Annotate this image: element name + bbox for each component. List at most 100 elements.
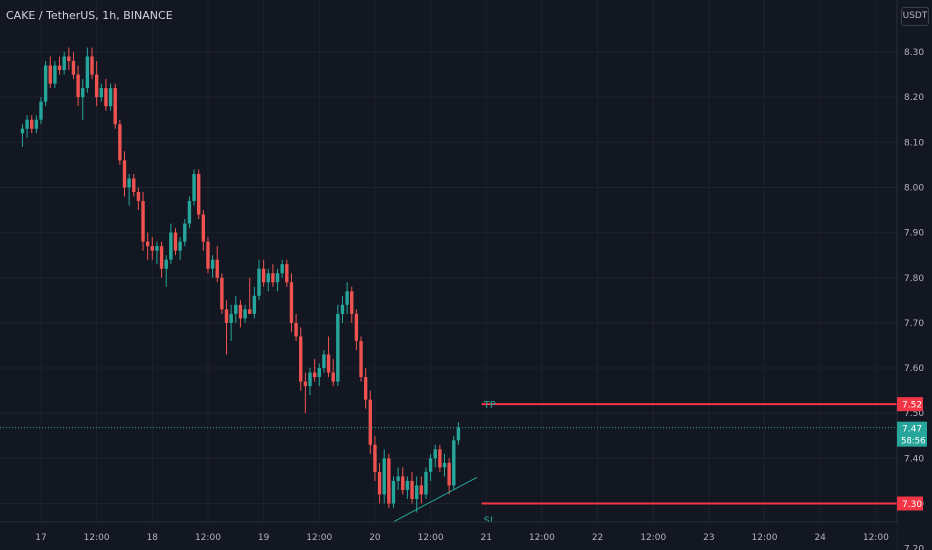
tp-price-badge[interactable]: 7.52 [897,397,923,412]
candle[interactable] [234,295,238,323]
candle[interactable] [442,453,447,477]
candle-body[interactable] [452,440,456,486]
candle[interactable] [53,61,57,89]
candle-body[interactable] [248,309,252,314]
candle-body[interactable] [271,273,275,283]
candle-body[interactable] [456,427,461,441]
candle[interactable] [141,191,145,251]
candle[interactable] [39,97,43,125]
candle[interactable] [62,52,66,75]
candle[interactable] [122,151,127,197]
candle-body[interactable] [159,246,164,269]
candle[interactable] [90,47,94,80]
candle[interactable] [424,467,428,499]
candle[interactable] [248,277,252,314]
candle[interactable] [192,169,196,206]
candle-body[interactable] [433,449,437,459]
candle-body[interactable] [438,449,442,468]
candle-body[interactable] [224,309,229,323]
candle-body[interactable] [118,124,122,161]
candle-body[interactable] [85,56,90,89]
candle-body[interactable] [196,173,201,215]
candle[interactable] [159,241,164,278]
candle-body[interactable] [220,277,224,310]
candle-body[interactable] [387,458,391,504]
candle-body[interactable] [414,485,419,499]
candle-body[interactable] [359,340,363,378]
candle-body[interactable] [43,65,48,102]
candle-body[interactable] [275,273,280,283]
candle[interactable] [419,476,424,504]
candle-body[interactable] [30,119,34,129]
candle[interactable] [215,246,219,283]
candle-body[interactable] [155,246,159,251]
candle-body[interactable] [243,309,247,319]
candle-body[interactable] [71,61,76,75]
candle-body[interactable] [252,295,257,314]
candle-body[interactable] [229,313,233,323]
candle[interactable] [183,219,187,247]
candle[interactable] [285,259,289,287]
candle[interactable] [275,268,280,292]
candle-body[interactable] [396,476,400,481]
candle[interactable] [127,173,131,206]
trendline[interactable] [388,476,478,525]
candle-body[interactable] [127,178,131,188]
candle[interactable] [280,259,284,278]
candle-body[interactable] [405,480,410,490]
candle[interactable] [238,300,243,328]
candle[interactable] [387,453,391,509]
candle[interactable] [201,210,206,251]
candle-body[interactable] [294,322,298,337]
candle-body[interactable] [201,214,206,242]
candle-body[interactable] [113,88,117,125]
candle-body[interactable] [308,372,312,387]
current-price-badge[interactable]: 7.47 58:56 [897,421,927,447]
candle-body[interactable] [317,368,321,378]
candle-body[interactable] [25,119,29,129]
candle[interactable] [428,453,433,481]
candle-body[interactable] [192,173,196,201]
candle-body[interactable] [350,291,354,314]
candle-body[interactable] [428,458,433,472]
candle[interactable] [414,476,419,513]
candle[interactable] [396,467,400,490]
candle[interactable] [289,273,294,332]
candle-body[interactable] [382,458,386,495]
candle-body[interactable] [280,264,284,274]
candle[interactable] [81,79,85,120]
candle[interactable] [266,268,270,292]
candle[interactable] [312,359,317,382]
candle[interactable] [401,467,405,495]
candle-body[interactable] [261,268,266,283]
candle-body[interactable] [442,462,447,468]
candle-body[interactable] [76,74,80,98]
candle[interactable] [30,115,34,134]
candle-body[interactable] [419,485,424,495]
candle[interactable] [345,282,349,314]
candle[interactable] [271,264,275,287]
candle[interactable] [336,304,340,387]
candle-body[interactable] [53,65,57,84]
candle-body[interactable] [34,119,39,129]
time-axis[interactable]: 17 12:00 18 12:00 19 12:00 20 12:00 21 12:00 22 12:… [0,521,897,550]
candle-body[interactable] [206,241,210,269]
candle[interactable] [145,232,150,260]
candle-body[interactable] [368,399,372,445]
candle-body[interactable] [401,476,405,490]
candle[interactable] [350,286,354,323]
candle[interactable] [187,196,192,229]
candle[interactable] [196,169,201,220]
candle[interactable] [447,458,451,495]
candle[interactable] [456,422,461,445]
candle[interactable] [433,444,437,468]
candle-body[interactable] [108,88,113,107]
candle-body[interactable] [354,313,359,341]
chart-overlays[interactable]: TP SL [0,400,897,527]
candle-body[interactable] [210,259,215,269]
candle-body[interactable] [187,200,192,224]
candle[interactable] [224,300,229,355]
candle[interactable] [308,368,312,396]
candle[interactable] [113,83,117,129]
